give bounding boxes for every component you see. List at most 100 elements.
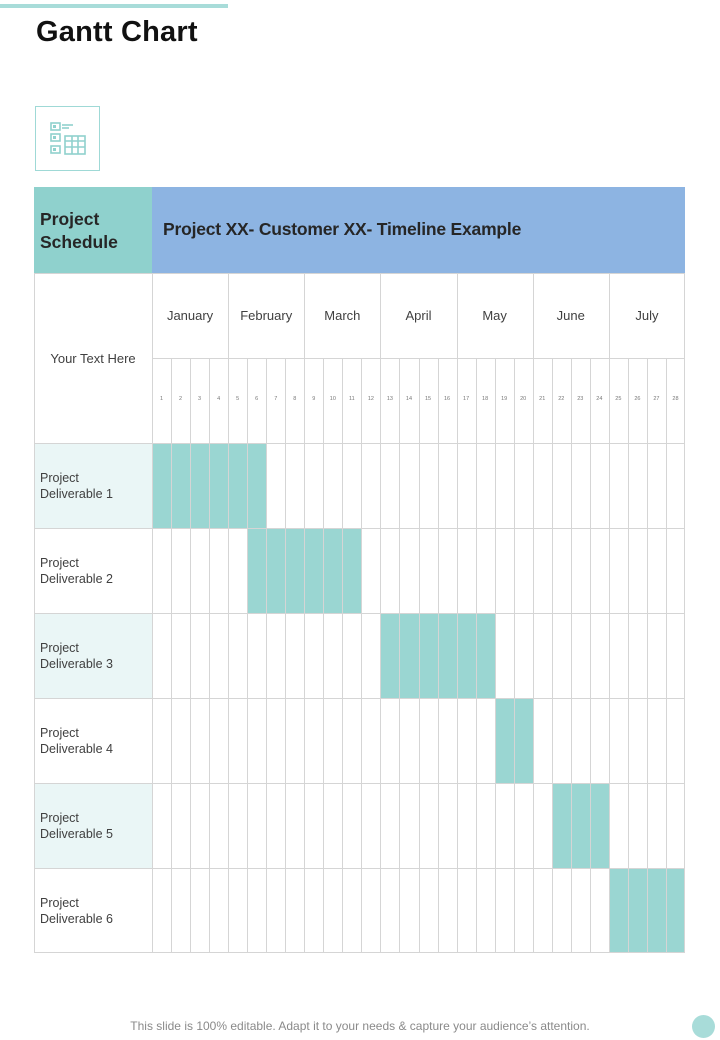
grid-line xyxy=(684,273,685,953)
grid-line xyxy=(456,358,458,953)
task-label-line1: Project xyxy=(40,896,79,910)
task-label: Project Deliverable 5 xyxy=(40,810,113,842)
grid-line xyxy=(380,273,382,358)
task-label-line1: Project xyxy=(40,811,79,825)
grid-line xyxy=(304,358,306,953)
week-label: 12 xyxy=(367,396,374,402)
month-label: May xyxy=(482,308,507,323)
task-label-line2: Deliverable 3 xyxy=(40,657,113,671)
project-schedule-line2: Schedule xyxy=(40,232,118,252)
month-label: January xyxy=(166,308,214,323)
grid-line xyxy=(665,358,667,953)
week-label: 24 xyxy=(596,396,603,402)
week-label: 23 xyxy=(577,396,584,402)
grid-line xyxy=(285,358,287,953)
grid-line xyxy=(608,273,610,358)
grid-line xyxy=(34,868,685,869)
top-accent-bar xyxy=(0,4,228,8)
gantt-bar xyxy=(608,868,685,953)
week-label: 13 xyxy=(386,396,393,402)
grid-line xyxy=(228,358,230,953)
task-row-background xyxy=(34,443,152,528)
grid-line xyxy=(190,358,192,953)
week-label: 17 xyxy=(463,396,470,402)
month-label: July xyxy=(635,308,659,323)
task-label: Project Deliverable 2 xyxy=(40,555,113,587)
footer-note: This slide is 100% editable. Adapt it to… xyxy=(130,1019,590,1033)
grid-line xyxy=(34,783,685,784)
week-label: 20 xyxy=(520,396,527,402)
week-label: 14 xyxy=(405,396,413,402)
task-label: Project Deliverable 6 xyxy=(40,895,113,927)
grid-line xyxy=(608,358,610,953)
week-label: 4 xyxy=(217,396,221,402)
project-schedule-line1: Project xyxy=(40,209,100,229)
gantt-chart: Project Schedule Project XX- Customer XX… xyxy=(34,187,685,954)
grid-line xyxy=(627,358,629,953)
grid-line xyxy=(380,358,382,953)
grid-line xyxy=(266,358,268,953)
corner-dot xyxy=(692,1015,715,1038)
week-label: 21 xyxy=(539,396,546,402)
gantt-bar xyxy=(551,783,609,868)
week-label: 18 xyxy=(482,396,489,402)
schedule-icon-box xyxy=(35,106,100,171)
week-label: 15 xyxy=(424,396,432,402)
grid-line xyxy=(342,358,344,953)
week-label: 5 xyxy=(236,396,240,402)
grid-line xyxy=(323,358,325,953)
week-label: 11 xyxy=(349,396,355,402)
project-schedule-label: Project Schedule xyxy=(40,208,118,254)
task-label-line2: Deliverable 4 xyxy=(40,742,113,756)
grid-line xyxy=(475,358,477,953)
grid-line xyxy=(34,528,685,529)
grid-line xyxy=(34,443,685,444)
grid-line xyxy=(532,273,534,358)
week-label: 25 xyxy=(615,396,622,402)
task-label-line2: Deliverable 2 xyxy=(40,572,113,586)
grid-line xyxy=(646,358,648,953)
task-label-line1: Project xyxy=(40,471,79,485)
grid-line xyxy=(247,358,249,953)
task-label: Project Deliverable 4 xyxy=(40,725,113,757)
task-label-line2: Deliverable 6 xyxy=(40,912,113,926)
week-label: 26 xyxy=(634,396,641,402)
week-label: 9 xyxy=(312,396,316,402)
grid-line xyxy=(34,273,35,953)
grid-line xyxy=(494,358,496,953)
page-title: Gantt Chart xyxy=(36,16,198,48)
grid-line xyxy=(34,952,685,953)
grid-line xyxy=(570,358,572,953)
grid-line xyxy=(456,273,458,358)
task-label-line2: Deliverable 5 xyxy=(40,827,113,841)
grid-line xyxy=(589,358,591,953)
your-text-here: Your Text Here xyxy=(50,350,136,366)
grid-line xyxy=(437,358,439,953)
grid-line xyxy=(152,273,153,953)
grid-line xyxy=(209,358,211,953)
task-label-line2: Deliverable 1 xyxy=(40,487,113,501)
timeline-header-cell: Project XX- Customer XX- Timeline Exampl… xyxy=(152,187,685,273)
grid-line xyxy=(361,358,363,953)
week-label: 28 xyxy=(672,396,679,402)
grid-line xyxy=(532,358,534,953)
week-label: 10 xyxy=(329,396,336,402)
grid-line xyxy=(551,358,553,953)
grid-line xyxy=(399,358,401,953)
schedule-calendar-icon xyxy=(49,121,86,155)
month-label: February xyxy=(240,308,293,323)
week-label: 8 xyxy=(293,396,297,402)
project-schedule-cell: Project Schedule xyxy=(34,187,152,273)
task-label: Project Deliverable 1 xyxy=(40,470,113,502)
grid-line xyxy=(171,358,173,953)
grid-line xyxy=(228,273,230,358)
task-row-background xyxy=(34,783,152,868)
week-label: 2 xyxy=(179,396,183,402)
task-row-background xyxy=(34,613,152,698)
month-label: June xyxy=(556,308,585,323)
task-label-line1: Project xyxy=(40,641,79,655)
week-label: 22 xyxy=(558,396,565,402)
week-label: 3 xyxy=(198,396,202,402)
grid-line xyxy=(304,273,306,358)
grid-line xyxy=(34,698,685,699)
